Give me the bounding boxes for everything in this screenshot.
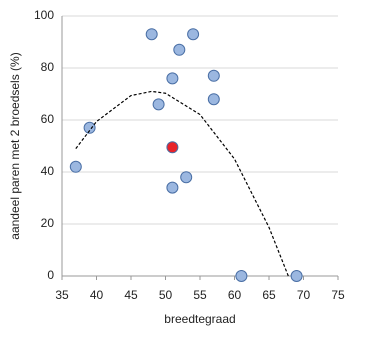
trend-line: [75, 90, 289, 277]
x-tick-label: 60: [228, 288, 242, 302]
y-tick-label: 40: [41, 164, 55, 178]
x-tick-label: 75: [331, 288, 345, 302]
point: [173, 43, 186, 56]
point: [187, 28, 200, 41]
x-tick-label: 40: [90, 288, 104, 302]
point: [180, 171, 193, 184]
point: [69, 160, 82, 173]
y-tick-label: 0: [47, 268, 54, 282]
point: [235, 270, 248, 282]
point: [83, 121, 96, 134]
y-tick-label: 80: [41, 60, 55, 74]
point: [166, 141, 179, 154]
y-tick-label: 20: [41, 216, 55, 230]
y-axis-label: aandeel paren met 2 broedsels (%): [8, 52, 22, 239]
y-tick-label: 100: [34, 8, 54, 22]
point: [152, 98, 165, 111]
y-tick-label: 60: [41, 112, 55, 126]
point: [166, 72, 179, 85]
x-tick-label: 55: [193, 288, 207, 302]
x-tick-label: 70: [297, 288, 311, 302]
x-tick-label: 35: [55, 288, 69, 302]
x-tick-label: 45: [124, 288, 138, 302]
point: [145, 28, 158, 41]
x-axis-label: breedtegraad: [164, 312, 235, 326]
point: [166, 181, 179, 194]
point: [290, 270, 303, 282]
x-tick-label: 50: [159, 288, 173, 302]
point: [207, 69, 220, 82]
x-tick-label: 65: [262, 288, 276, 302]
point: [207, 93, 220, 106]
